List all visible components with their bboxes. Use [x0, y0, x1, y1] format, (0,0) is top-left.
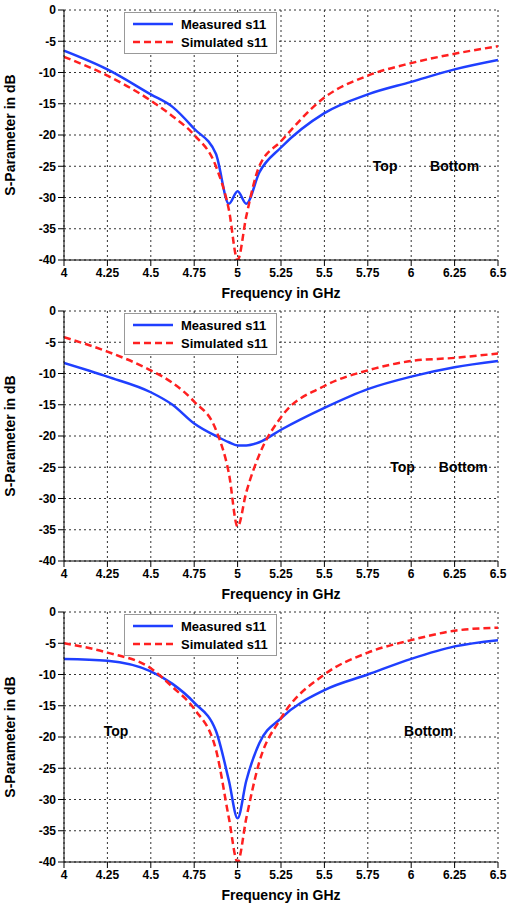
svg-text:-10: -10: [39, 66, 57, 80]
svg-text:6.5: 6.5: [490, 868, 507, 882]
svg-text:5.75: 5.75: [356, 567, 380, 581]
svg-text:-20: -20: [39, 730, 57, 744]
svg-text:4.5: 4.5: [142, 567, 159, 581]
svg-text:0: 0: [49, 305, 56, 318]
svg-text:6.5: 6.5: [490, 567, 507, 581]
svg-text:4.5: 4.5: [142, 266, 159, 280]
html-text:Simulated s11: Simulated s11: [181, 636, 268, 652]
svg-text:6.25: 6.25: [443, 567, 467, 581]
svg-text:-30: -30: [39, 793, 57, 807]
html-text:Measured s11: Measured s11: [181, 16, 267, 32]
svg-text:S-Parameter in dB: S-Parameter in dB: [2, 74, 18, 195]
svg-text:Frequency in GHz: Frequency in GHz: [221, 586, 340, 602]
svg-text:5: 5: [234, 567, 241, 581]
svg-text:Bottom: Bottom: [430, 158, 479, 174]
svg-text:Frequency in GHz: Frequency in GHz: [221, 285, 340, 301]
svg-text:-30: -30: [39, 191, 57, 205]
svg-text:6.5: 6.5: [490, 266, 507, 280]
svg-text:0: 0: [49, 4, 56, 17]
svg-text:4.25: 4.25: [96, 266, 120, 280]
svg-text:6: 6: [408, 868, 415, 882]
svg-text:5.75: 5.75: [356, 868, 380, 882]
svg-text:5.5: 5.5: [316, 868, 333, 882]
svg-text:4: 4: [61, 868, 68, 882]
svg-text:4: 4: [61, 567, 68, 581]
svg-text:Top: Top: [390, 459, 415, 475]
svg-text:6.25: 6.25: [443, 868, 467, 882]
svg-text:-15: -15: [39, 699, 57, 713]
svg-text:5.25: 5.25: [269, 567, 293, 581]
svg-text:-15: -15: [39, 398, 57, 412]
svg-text:Bottom: Bottom: [404, 723, 453, 739]
svg-text:5.25: 5.25: [269, 868, 293, 882]
svg-text:4.75: 4.75: [183, 868, 207, 882]
svg-text:6: 6: [408, 266, 415, 280]
svg-text:4.25: 4.25: [96, 868, 120, 882]
svg-text:4.5: 4.5: [142, 868, 159, 882]
svg-text:-10: -10: [39, 668, 57, 682]
svg-text:5.25: 5.25: [269, 266, 293, 280]
svg-text:-35: -35: [39, 222, 57, 236]
svg-text:Frequency in GHz: Frequency in GHz: [221, 887, 340, 903]
html-text:Simulated s11: Simulated s11: [181, 335, 268, 351]
svg-text:-25: -25: [39, 461, 57, 475]
svg-text:5: 5: [234, 868, 241, 882]
svg-text:S-Parameter in dB: S-Parameter in dB: [2, 676, 18, 797]
svg-text:-35: -35: [39, 523, 57, 537]
svg-text:-40: -40: [39, 855, 57, 869]
svg-text:Bottom: Bottom: [439, 459, 488, 475]
svg-text:6.25: 6.25: [443, 266, 467, 280]
svg-text:5.5: 5.5: [316, 567, 333, 581]
svg-text:-10: -10: [39, 367, 57, 381]
svg-text:-25: -25: [39, 160, 57, 174]
svg-text:-5: -5: [45, 35, 56, 49]
svg-text:-30: -30: [39, 492, 57, 506]
svg-text:-20: -20: [39, 429, 57, 443]
svg-text:-40: -40: [39, 253, 57, 267]
svg-text:-5: -5: [45, 637, 56, 651]
svg-text:-20: -20: [39, 128, 57, 142]
html-text:Measured s11: Measured s11: [181, 618, 267, 634]
svg-text:5: 5: [234, 266, 241, 280]
svg-text:S-Parameter in dB: S-Parameter in dB: [2, 375, 18, 496]
svg-text:-25: -25: [39, 762, 57, 776]
svg-text:5.5: 5.5: [316, 266, 333, 280]
svg-text:Top: Top: [104, 723, 129, 739]
svg-text:-40: -40: [39, 554, 57, 568]
svg-text:4.75: 4.75: [183, 266, 207, 280]
svg-text:Top: Top: [373, 158, 398, 174]
svg-text:4: 4: [61, 266, 68, 280]
svg-text:6: 6: [408, 567, 415, 581]
svg-text:5.75: 5.75: [356, 266, 380, 280]
html-text:Measured s11: Measured s11: [181, 317, 267, 333]
svg-text:-15: -15: [39, 97, 57, 111]
svg-text:4.75: 4.75: [183, 567, 207, 581]
svg-text:4.25: 4.25: [96, 567, 120, 581]
html-text:Simulated s11: Simulated s11: [181, 34, 268, 50]
svg-text:0: 0: [49, 606, 56, 619]
svg-text:-35: -35: [39, 824, 57, 838]
svg-text:-5: -5: [45, 336, 56, 350]
